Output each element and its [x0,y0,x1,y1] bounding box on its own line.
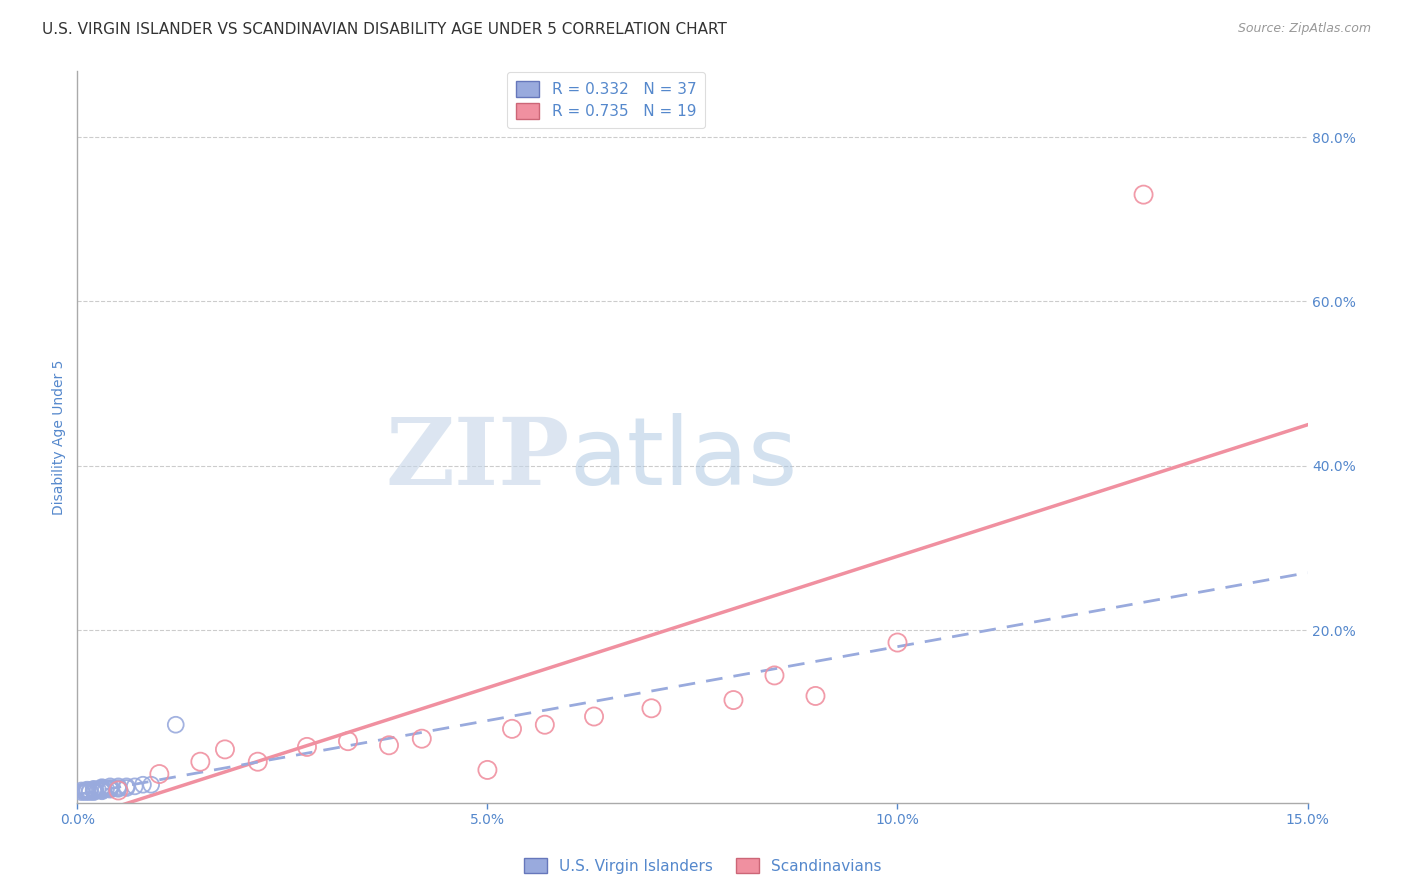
Point [165,717,187,731]
Text: Source: ZipAtlas.com: Source: ZipAtlas.com [1237,22,1371,36]
Point [188,755,212,769]
Point [90,782,114,797]
Point [70,785,93,799]
Point [90,780,114,795]
Point [98,782,121,797]
Point [98,780,121,794]
Point [84,783,107,797]
Point [141,778,163,792]
Point [83,783,105,797]
Legend: U.S. Virgin Islanders, Scandinavians: U.S. Virgin Islanders, Scandinavians [517,852,889,880]
Point [804,689,827,703]
Point [148,767,170,781]
Point [90,784,114,798]
Point [83,785,105,799]
Point [378,739,401,753]
Point [132,778,155,792]
Point [87,782,110,797]
Point [83,784,105,798]
Point [98,780,121,795]
Point [75,785,97,799]
Point [83,781,105,796]
Point [75,783,97,797]
Point [115,780,138,794]
Text: ZIP: ZIP [385,414,569,504]
Point [76,784,98,798]
Point [90,781,114,796]
Point [83,782,105,797]
Point [1132,187,1154,202]
Point [534,717,557,731]
Text: atlas: atlas [569,413,797,505]
Point [640,701,662,715]
Point [76,782,98,797]
Point [411,731,433,746]
Point [886,635,908,649]
Legend: R = 0.332   N = 37, R = 0.735   N = 19: R = 0.332 N = 37, R = 0.735 N = 19 [508,71,706,128]
Point [107,781,129,796]
Point [79,785,101,799]
Point [94,781,117,796]
Point [98,781,121,796]
Text: U.S. VIRGIN ISLANDER VS SCANDINAVIAN DISABILITY AGE UNDER 5 CORRELATION CHART: U.S. VIRGIN ISLANDER VS SCANDINAVIAN DIS… [42,22,727,37]
Point [723,693,745,707]
Point [337,734,360,748]
Point [73,784,96,798]
Point [90,783,114,797]
Point [79,783,101,797]
Point [763,668,786,682]
Point [107,780,129,795]
Point [90,780,114,795]
Y-axis label: Disability Age Under 5: Disability Age Under 5 [52,359,66,515]
Point [214,742,236,756]
Point [90,780,114,794]
Point [115,780,138,795]
Point [246,755,269,769]
Point [107,780,129,794]
Point [501,722,523,736]
Point [124,780,146,794]
Point [583,709,606,723]
Point [70,783,93,797]
Point [477,763,499,777]
Point [107,783,129,797]
Point [295,739,318,754]
